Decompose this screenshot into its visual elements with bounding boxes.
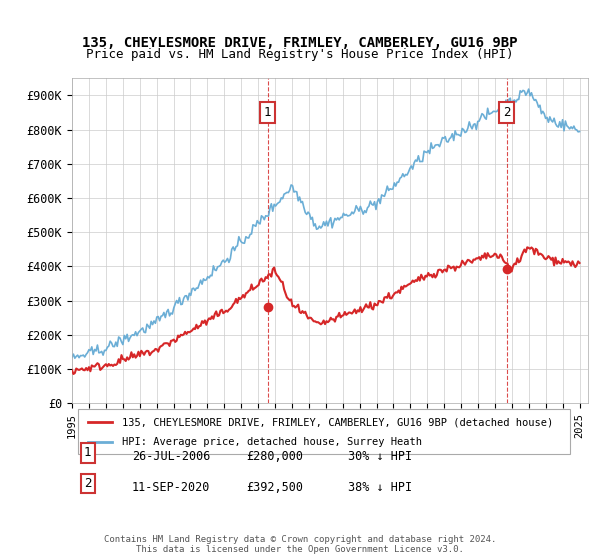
- Text: Contains HM Land Registry data © Crown copyright and database right 2024.
This d: Contains HM Land Registry data © Crown c…: [104, 535, 496, 554]
- Text: Price paid vs. HM Land Registry's House Price Index (HPI): Price paid vs. HM Land Registry's House …: [86, 48, 514, 60]
- Text: 30% ↓ HPI: 30% ↓ HPI: [348, 450, 412, 463]
- Text: 1: 1: [264, 106, 271, 119]
- Text: 38% ↓ HPI: 38% ↓ HPI: [348, 480, 412, 494]
- Text: HPI: Average price, detached house, Surrey Heath: HPI: Average price, detached house, Surr…: [122, 437, 422, 447]
- Text: £280,000: £280,000: [246, 450, 303, 463]
- Text: 1: 1: [84, 446, 92, 459]
- Text: 135, CHEYLESMORE DRIVE, FRIMLEY, CAMBERLEY, GU16 9BP: 135, CHEYLESMORE DRIVE, FRIMLEY, CAMBERL…: [82, 36, 518, 50]
- Text: 135, CHEYLESMORE DRIVE, FRIMLEY, CAMBERLEY, GU16 9BP (detached house): 135, CHEYLESMORE DRIVE, FRIMLEY, CAMBERL…: [122, 417, 554, 427]
- Text: 11-SEP-2020: 11-SEP-2020: [132, 480, 211, 494]
- Text: 2: 2: [84, 477, 92, 490]
- Text: 2: 2: [503, 106, 511, 119]
- Text: 26-JUL-2006: 26-JUL-2006: [132, 450, 211, 463]
- Text: £392,500: £392,500: [246, 480, 303, 494]
